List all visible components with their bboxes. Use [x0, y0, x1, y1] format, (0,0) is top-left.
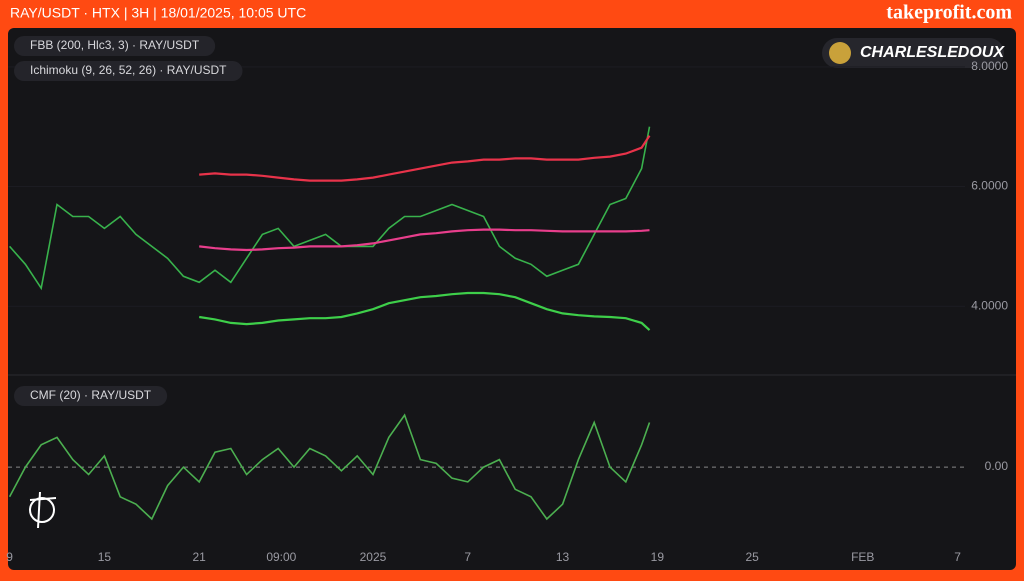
- x-tick-label: 19: [651, 550, 665, 564]
- x-tick-label: 15: [98, 550, 112, 564]
- indicator-label: FBB (200, Hlc3, 3) · RAY/USDT: [30, 38, 200, 52]
- x-tick-label: 25: [745, 550, 759, 564]
- indicator-label: Ichimoku (9, 26, 52, 26) · RAY/USDT: [30, 63, 227, 77]
- indicator-pill: [14, 61, 243, 81]
- watermark: CHARLESLEDOUX: [860, 44, 1005, 61]
- series-line: [199, 135, 651, 182]
- x-tick-label: FEB: [851, 550, 874, 564]
- x-tick-label: 2025: [360, 550, 387, 564]
- watermark-pill: [822, 38, 1004, 68]
- series-line: [199, 228, 650, 252]
- indicator-pill: [14, 36, 216, 56]
- series-line: [8, 413, 651, 521]
- indicator-pill: [14, 386, 168, 406]
- chart-panel: [8, 28, 1016, 570]
- brand: takeprofit.com: [886, 2, 1012, 24]
- logo: [29, 491, 57, 529]
- x-tick-label: 09:00: [266, 550, 296, 564]
- indicator-label: CMF (20) · RAY/USDT: [30, 388, 152, 402]
- y-tick-label: 8.0000: [971, 59, 1008, 73]
- series-line: [199, 291, 651, 331]
- y-tick-label: 6.0000: [971, 179, 1008, 193]
- x-tick-label: 21: [192, 550, 206, 564]
- y-tick-label: 4.0000: [971, 298, 1008, 312]
- x-tick-label: 7: [464, 550, 471, 564]
- x-tick-label: 9: [6, 550, 13, 564]
- x-tick-label: 7: [954, 550, 961, 564]
- x-tick-label: 13: [556, 550, 570, 564]
- y-tick-label: 0.00: [985, 459, 1009, 473]
- header-title: RAY/USDT · HTX | 3H | 18/01/2025, 10:05 …: [10, 5, 306, 21]
- series-line: [9, 126, 651, 291]
- avatar: [829, 42, 851, 64]
